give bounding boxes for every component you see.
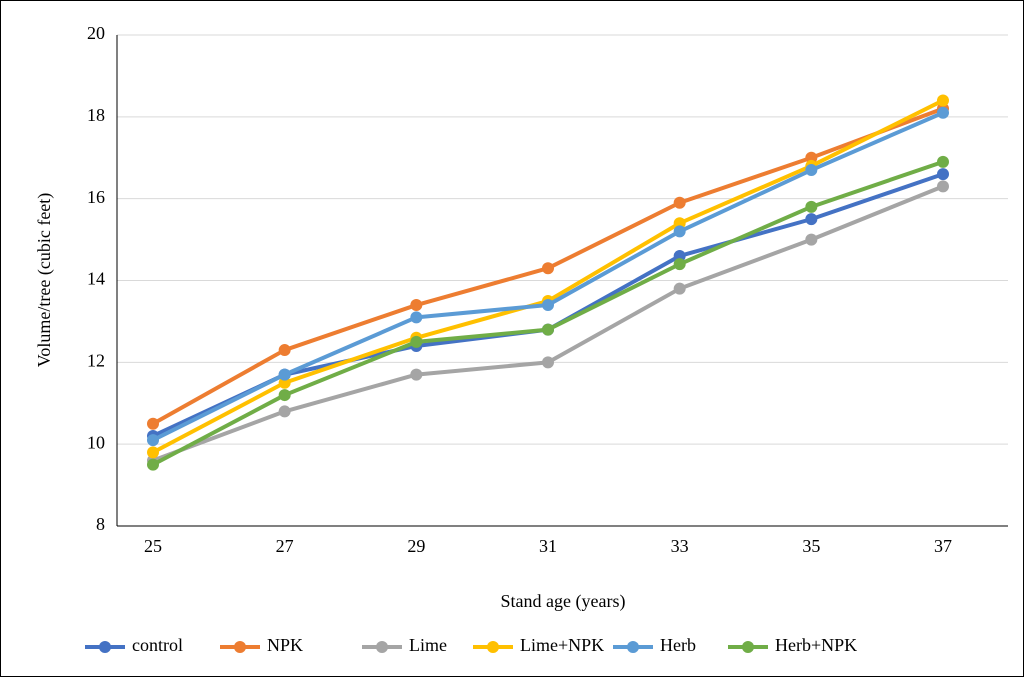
legend-label: Lime+NPK <box>520 635 604 655</box>
legend-marker <box>99 641 111 653</box>
data-point <box>278 389 291 402</box>
legend-marker <box>376 641 388 653</box>
x-tick-label: 37 <box>934 536 952 556</box>
data-point <box>805 213 818 226</box>
y-tick-label: 12 <box>87 350 105 370</box>
data-point <box>542 299 554 312</box>
legend-label: Herb <box>660 635 696 655</box>
x-tick-label: 25 <box>144 536 162 556</box>
x-tick-label: 29 <box>407 536 425 556</box>
data-point <box>937 94 949 107</box>
y-tick-label: 14 <box>87 269 105 289</box>
x-tick-label: 35 <box>802 536 820 556</box>
y-tick-label: 16 <box>87 187 105 207</box>
legend-marker <box>234 641 246 653</box>
data-point <box>805 233 818 246</box>
data-point <box>278 344 291 357</box>
data-point <box>542 356 554 369</box>
y-tick-label: 18 <box>87 105 105 125</box>
legend-marker <box>487 641 499 653</box>
x-tick-label: 27 <box>276 536 294 556</box>
data-point <box>937 155 949 168</box>
y-axis-title: Volume/tree (cubic feet) <box>34 193 55 368</box>
data-point <box>805 200 818 213</box>
data-point <box>937 180 949 193</box>
legend-marker <box>742 641 754 653</box>
x-axis-title: Stand age (years) <box>501 591 626 612</box>
data-point <box>147 417 159 430</box>
data-point <box>410 311 423 324</box>
y-tick-label: 10 <box>87 432 105 452</box>
data-point <box>937 106 949 119</box>
data-point <box>673 225 686 238</box>
data-point <box>542 262 554 275</box>
data-point <box>410 368 423 381</box>
legend-label: Lime <box>409 635 447 655</box>
x-tick-label: 33 <box>671 536 689 556</box>
data-point <box>278 368 291 381</box>
data-point <box>410 335 423 348</box>
data-point <box>937 168 949 181</box>
data-point <box>147 458 159 471</box>
legend-label: control <box>132 635 183 655</box>
data-point <box>147 446 159 459</box>
y-tick-label: 8 <box>96 514 105 534</box>
legend-label: Herb+NPK <box>775 635 857 655</box>
legend-label: NPK <box>267 635 303 655</box>
data-point <box>673 258 686 271</box>
legend-marker <box>627 641 639 653</box>
data-point <box>673 282 686 295</box>
x-tick-label: 31 <box>539 536 557 556</box>
data-point <box>673 196 686 209</box>
data-point <box>278 405 291 418</box>
y-tick-label: 20 <box>87 23 105 43</box>
data-point <box>410 299 423 312</box>
data-point <box>542 323 554 336</box>
data-point <box>147 434 159 447</box>
data-point <box>805 164 818 177</box>
